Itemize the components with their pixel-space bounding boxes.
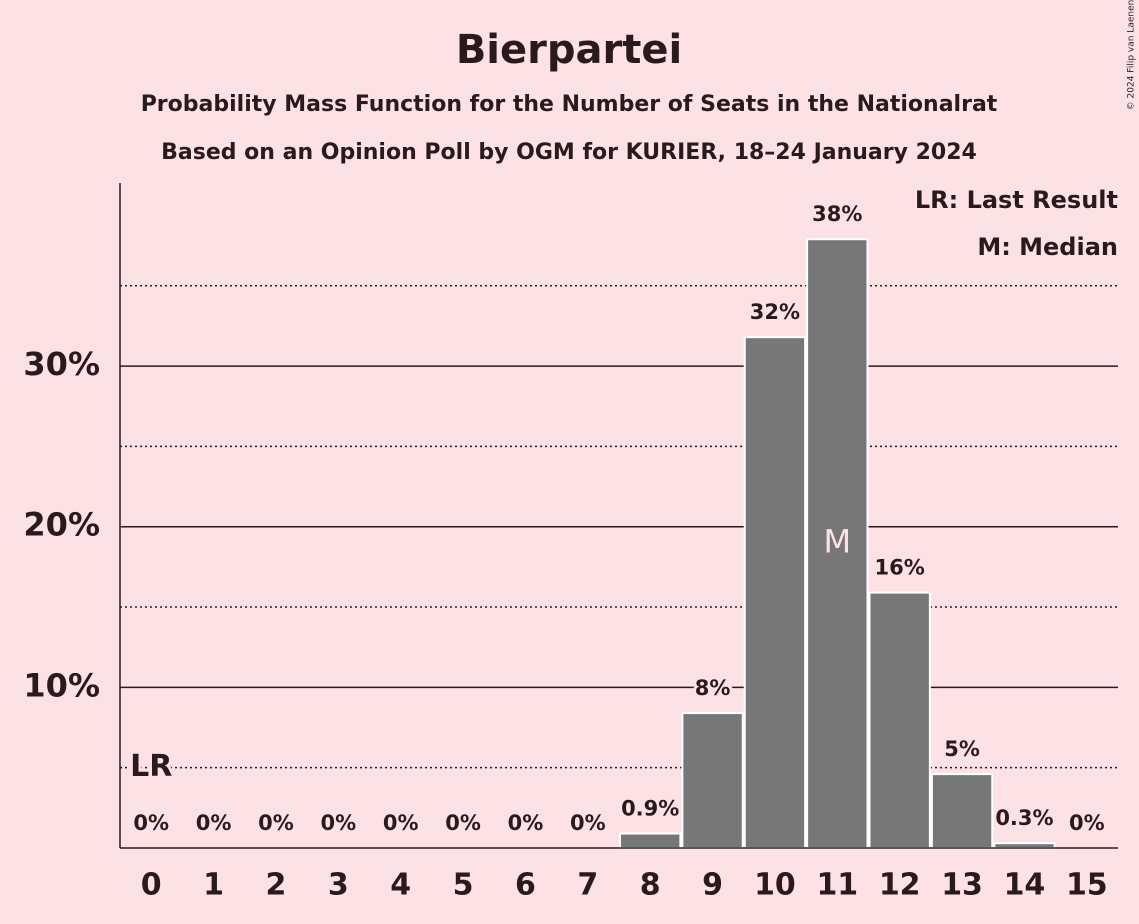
credit: © 2024 Filip van Laenen	[1127, 0, 1137, 110]
chart-subtitle: Probability Mass Function for the Number…	[141, 92, 998, 117]
value-label: 5%	[944, 737, 980, 761]
x-tick-label: 3	[328, 868, 349, 903]
value-label: 32%	[750, 300, 800, 324]
bar	[681, 712, 744, 849]
y-tick-label: 10%	[23, 666, 100, 704]
x-tick-label: 8	[640, 868, 661, 903]
value-label: 16%	[875, 556, 925, 580]
median-marker: M	[824, 523, 852, 561]
value-label: 0.9%	[621, 797, 679, 821]
bar	[930, 773, 994, 849]
x-tick-label: 0	[141, 868, 162, 903]
value-label: 0%	[1069, 811, 1105, 835]
value-label: 0%	[383, 811, 419, 835]
value-label: 0.3%	[995, 806, 1053, 830]
y-tick-label: 20%	[23, 506, 100, 544]
value-label: 0%	[133, 811, 169, 835]
value-label: 0%	[258, 811, 294, 835]
value-label: 38%	[812, 202, 862, 226]
legend-entry: LR: Last Result	[915, 186, 1118, 214]
bar	[868, 591, 931, 849]
grid	[120, 285, 1118, 769]
x-tick-label: 4	[390, 868, 411, 903]
y-tick-label: 30%	[23, 345, 100, 383]
value-label: 0%	[320, 811, 356, 835]
x-tick-label: 12	[879, 868, 921, 903]
bar	[619, 832, 682, 849]
x-tick-label: 7	[577, 868, 598, 903]
x-tick-label: 13	[941, 868, 983, 903]
chart-subtitle: Based on an Opinion Poll by OGM for KURI…	[161, 140, 977, 165]
bar	[743, 336, 807, 849]
chart-title: Bierpartei	[456, 27, 682, 73]
x-tick-label: 5	[453, 868, 474, 903]
value-label: 0%	[508, 811, 544, 835]
legend-entry: M: Median	[977, 233, 1118, 261]
x-tick-label: 10	[754, 868, 796, 903]
value-label: 0%	[196, 811, 232, 835]
value-label: 8%	[695, 676, 731, 700]
value-label: 0%	[570, 811, 606, 835]
x-tick-label: 6	[515, 868, 536, 903]
x-tick-label: 11	[816, 868, 858, 903]
labels: 10%20%30%00%10%20%30%40%50%60%70%80.9%98…	[23, 183, 1121, 903]
x-tick-label: 1	[203, 868, 224, 903]
bars	[619, 238, 1056, 850]
x-tick-label: 15	[1066, 868, 1108, 903]
x-tick-label: 14	[1004, 868, 1046, 903]
last-result-marker: LR	[130, 749, 172, 784]
x-tick-label: 2	[266, 868, 287, 903]
x-tick-label: 9	[702, 868, 723, 903]
value-label: 0%	[445, 811, 481, 835]
